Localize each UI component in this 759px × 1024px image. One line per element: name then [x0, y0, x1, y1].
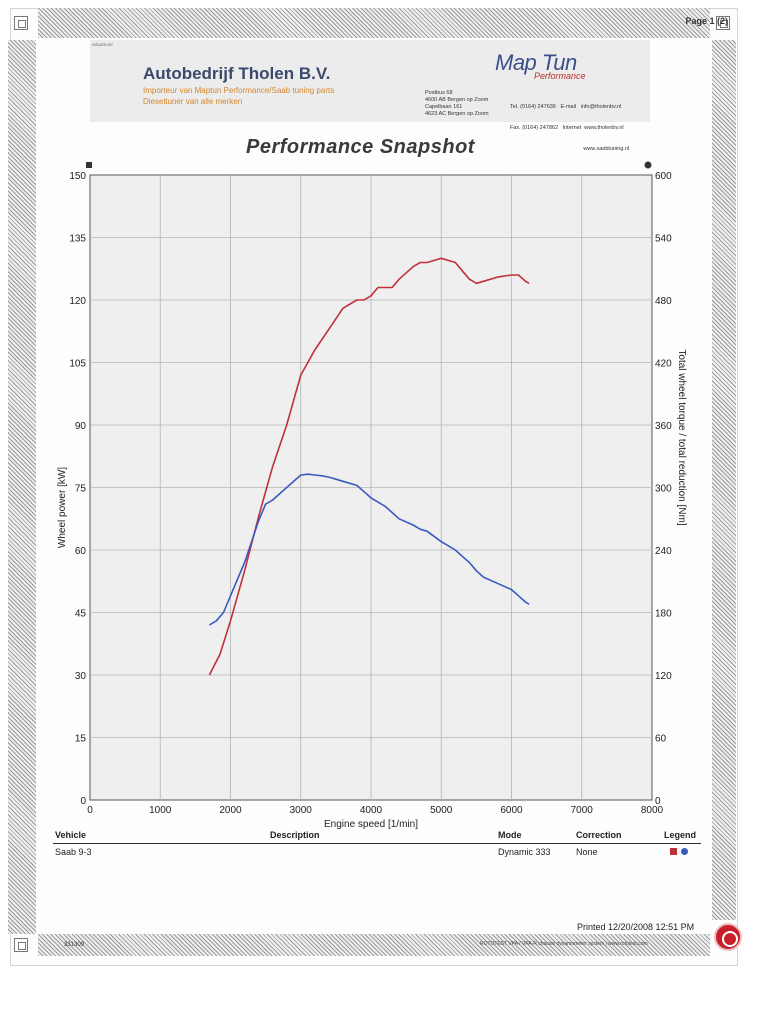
system-footer: ROTOTEST VPA / VPA-R chassis dynamometer…: [480, 941, 648, 947]
address-line: Postbus 68: [425, 90, 453, 96]
y-tick-label: 135: [69, 234, 86, 245]
series-line-1: [208, 257, 530, 676]
mode-value: Dynamic 333: [498, 847, 551, 857]
correction-value: None: [576, 847, 598, 857]
x-tick-label: 0: [87, 805, 93, 816]
col-vehicle: Vehicle: [55, 830, 87, 840]
y2-tick-label: 0: [655, 796, 661, 807]
y-tick-label: 90: [75, 421, 87, 432]
x-tick-label: 2000: [219, 805, 242, 816]
page-title: Performance Snapshot: [246, 136, 475, 158]
y-tick-label: 105: [69, 359, 86, 370]
frame-right: [712, 40, 736, 920]
frame-bottom: [38, 934, 710, 956]
y2-tick-label: 540: [655, 234, 672, 245]
corner-icon: [14, 938, 28, 952]
printed-timestamp: Printed 12/20/2008 12:51 PM: [577, 922, 695, 932]
col-mode: Mode: [498, 830, 522, 840]
y-tick-label: 150: [69, 171, 86, 182]
y2-axis-label: Total wheel torque / total reduction [Nm…: [676, 349, 687, 525]
y2-tick-label: 240: [655, 546, 672, 557]
contact-line: Tel. (0164) 247636 E-mail info@tholenbv.…: [510, 104, 622, 110]
letterhead: [90, 40, 650, 122]
frame-left: [8, 40, 36, 934]
y-tick-label: 30: [75, 671, 87, 682]
corner-icon: [14, 16, 28, 30]
x-tick-label: 5000: [430, 805, 453, 816]
y-tick-label: 120: [69, 296, 86, 307]
x-tick-label: 6000: [500, 805, 523, 816]
y2-tick-label: 420: [655, 359, 672, 370]
rototest-seal-icon: [714, 923, 742, 951]
contact-line: www.saabtuning.nl: [510, 146, 630, 152]
right-axis-marker: [644, 161, 652, 169]
company-tagline-1: Importeur van Maptun Performance/Saab tu…: [143, 86, 335, 95]
corner-icon: [716, 16, 730, 30]
contact-line: Fax. (0164) 247862 Internet www.tholenbv…: [510, 125, 624, 131]
y2-tick-label: 300: [655, 484, 672, 495]
y2-tick-label: 480: [655, 296, 672, 307]
frame-top: [38, 8, 710, 38]
y2-tick-label: 60: [655, 734, 667, 745]
x-tick-label: 8000: [641, 805, 664, 816]
col-correction: Correction: [576, 830, 622, 840]
y-tick-label: 0: [80, 796, 86, 807]
page-number: Page 1 (2): [685, 16, 728, 26]
address-line: Capelbaan 161: [425, 104, 463, 110]
y-axis-label: Wheel power [kW]: [57, 467, 68, 548]
x-tick-label: 3000: [290, 805, 313, 816]
company-address: Postbus 68 4600 AB Bergen op Zoom Capelb…: [425, 90, 489, 118]
x-tick-label: 7000: [571, 805, 594, 816]
table-divider: [53, 843, 701, 844]
issue-code: ISSUED BY: [92, 42, 114, 47]
report-id: 331309: [64, 942, 85, 948]
company-name: Autobedrijf Tholen B.V.: [143, 64, 331, 83]
y2-tick-label: 360: [655, 421, 672, 432]
x-tick-label: 1000: [149, 805, 172, 816]
y2-tick-label: 180: [655, 609, 672, 620]
y-tick-label: 45: [75, 609, 87, 620]
y-tick-label: 60: [75, 546, 87, 557]
y2-tick-label: 120: [655, 671, 672, 682]
address-line: 4623 AC Bergen op Zoom: [425, 111, 489, 117]
col-description: Description: [270, 830, 320, 840]
legend-torque-marker: [681, 848, 688, 855]
legend-power-marker: [670, 848, 677, 855]
x-axis-label: Engine speed [1/min]: [324, 819, 418, 830]
series-line-2: [208, 473, 530, 626]
maptun-logo: Map Tun: [495, 50, 577, 75]
vehicle-value: Saab 9-3: [55, 847, 92, 857]
address-line: 4600 AB Bergen op Zoom: [425, 97, 489, 103]
y-tick-label: 15: [75, 734, 87, 745]
y2-tick-label: 600: [655, 171, 672, 182]
maptun-logo-sub: Performance: [534, 71, 586, 81]
col-legend: Legend: [664, 830, 697, 840]
y-tick-label: 75: [75, 484, 87, 495]
left-axis-marker: [86, 162, 92, 168]
company-tagline-2: Dieseltuner van alle merken: [143, 97, 243, 106]
x-tick-label: 4000: [360, 805, 383, 816]
company-contact: Tel. (0164) 247636 E-mail info@tholenbv.…: [510, 90, 629, 160]
